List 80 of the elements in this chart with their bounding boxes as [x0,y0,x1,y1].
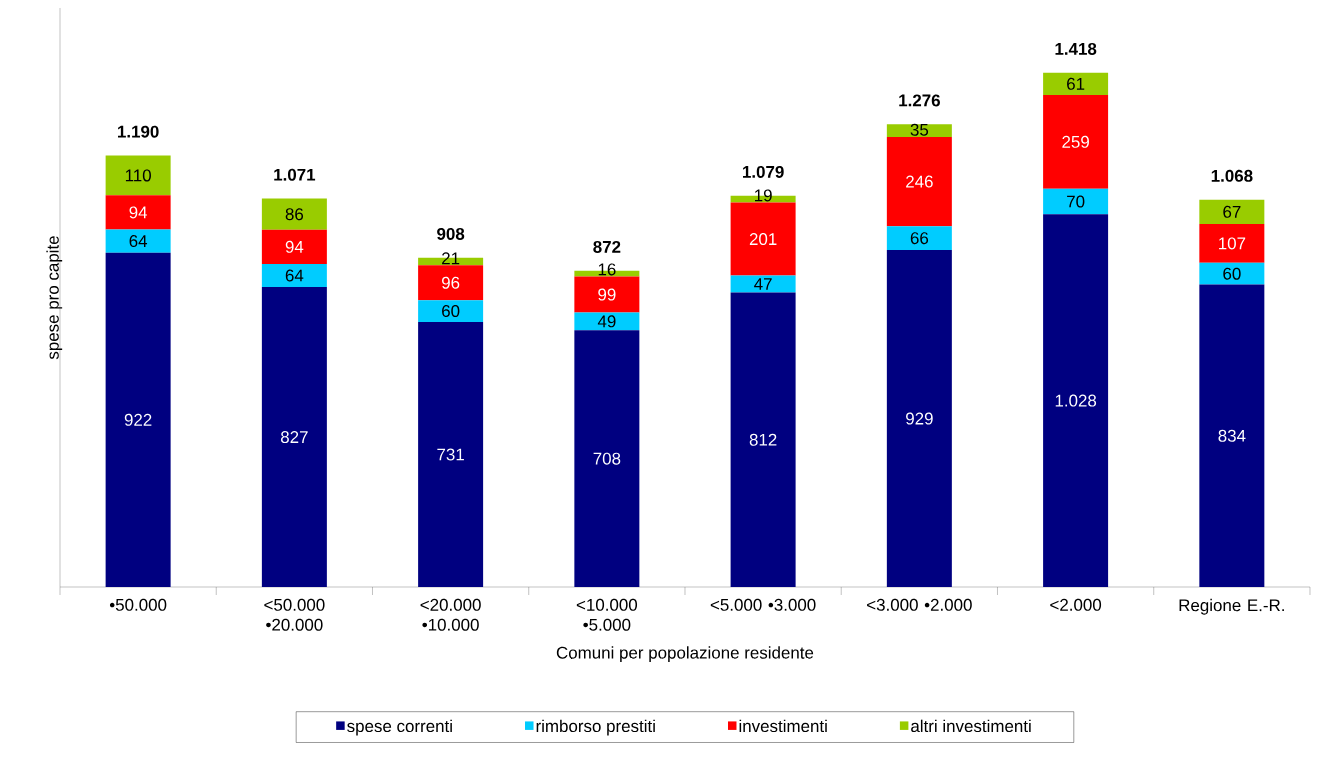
data-label: 35 [910,123,929,136]
bar [1043,214,1109,587]
bar [730,202,796,276]
x-tick-label: <5.000 •3.000 [710,598,816,611]
bar [886,124,952,137]
bar [1043,72,1109,95]
bar [1199,284,1265,587]
data-label: 259 [1062,135,1089,148]
bar [886,136,952,227]
data-label: 86 [285,208,304,221]
data-label: 49 [597,315,616,328]
data-label: 731 [437,448,464,461]
data-label: 96 [442,276,460,289]
data-label: 834 [1218,429,1246,442]
data-label: 812 [749,433,777,446]
data-label: 708 [593,452,621,465]
data-label: 60 [1223,267,1241,280]
y-axis-title: spese pro capite [46,236,63,360]
bar [1199,199,1265,224]
total-label: 908 [437,227,465,240]
total-label: 1.276 [899,94,940,107]
bar [105,155,171,196]
bar [1043,94,1109,189]
data-label: 47 [754,278,772,290]
bar [261,263,327,288]
bar [574,330,640,587]
total-label: 1.068 [1211,169,1253,182]
total-label: 1.071 [274,168,316,181]
data-label: 70 [1067,195,1085,208]
x-axis-title: Comuni per popolazione residente [556,646,814,663]
data-label: 64 [129,235,148,248]
data-label: 201 [749,233,777,246]
x-tick-label: Regione E.-R. [1179,598,1284,615]
data-label: 94 [129,206,148,219]
legend-label: altri investimenti [911,719,1031,733]
bar [886,226,952,251]
bar [574,276,640,313]
data-label: 1.028 [1055,394,1097,407]
x-tick-label: <20.000 •10.000 [420,598,481,631]
bar [574,312,640,331]
total-label: 1.418 [1055,42,1097,55]
bar [1043,188,1109,215]
data-label: 246 [906,175,933,188]
bar [105,252,171,587]
total-label: 1.190 [118,125,159,138]
bar [261,287,327,587]
bar [730,292,796,587]
data-label: 827 [280,431,308,444]
data-label: 922 [124,413,152,426]
x-tick-label: <10.000 •5.000 [576,598,638,631]
total-label: 1.079 [743,165,784,178]
bar [418,321,484,587]
data-label: 66 [910,232,929,245]
total-label: 872 [593,240,621,253]
data-label: 99 [598,288,616,301]
x-tick-label: <50.000 •20.000 [264,598,325,631]
data-label: 67 [1223,205,1241,218]
bar [105,195,171,230]
bar [418,300,484,322]
bar [418,265,484,301]
data-label: 64 [285,269,304,282]
legend-label: rimborso prestiti [536,719,655,736]
x-tick-label: •50.000 [109,598,167,611]
bar [1199,262,1265,285]
bar [730,275,796,293]
bar [886,250,952,587]
bar [1199,224,1265,263]
data-label: 94 [285,240,304,253]
data-label: 107 [1219,237,1246,250]
bar [261,229,327,264]
data-label: 110 [125,169,151,182]
x-tick-label: <2.000 [1050,598,1102,611]
legend-label: investimenti [739,719,827,733]
data-label: 60 [442,305,460,318]
data-label: 61 [1067,77,1085,90]
bar [261,198,327,230]
data-label: 929 [906,412,933,425]
bar [105,229,171,253]
legend-label: spese correnti [347,719,452,736]
x-tick-label: <3.000 •2.000 [867,598,972,611]
